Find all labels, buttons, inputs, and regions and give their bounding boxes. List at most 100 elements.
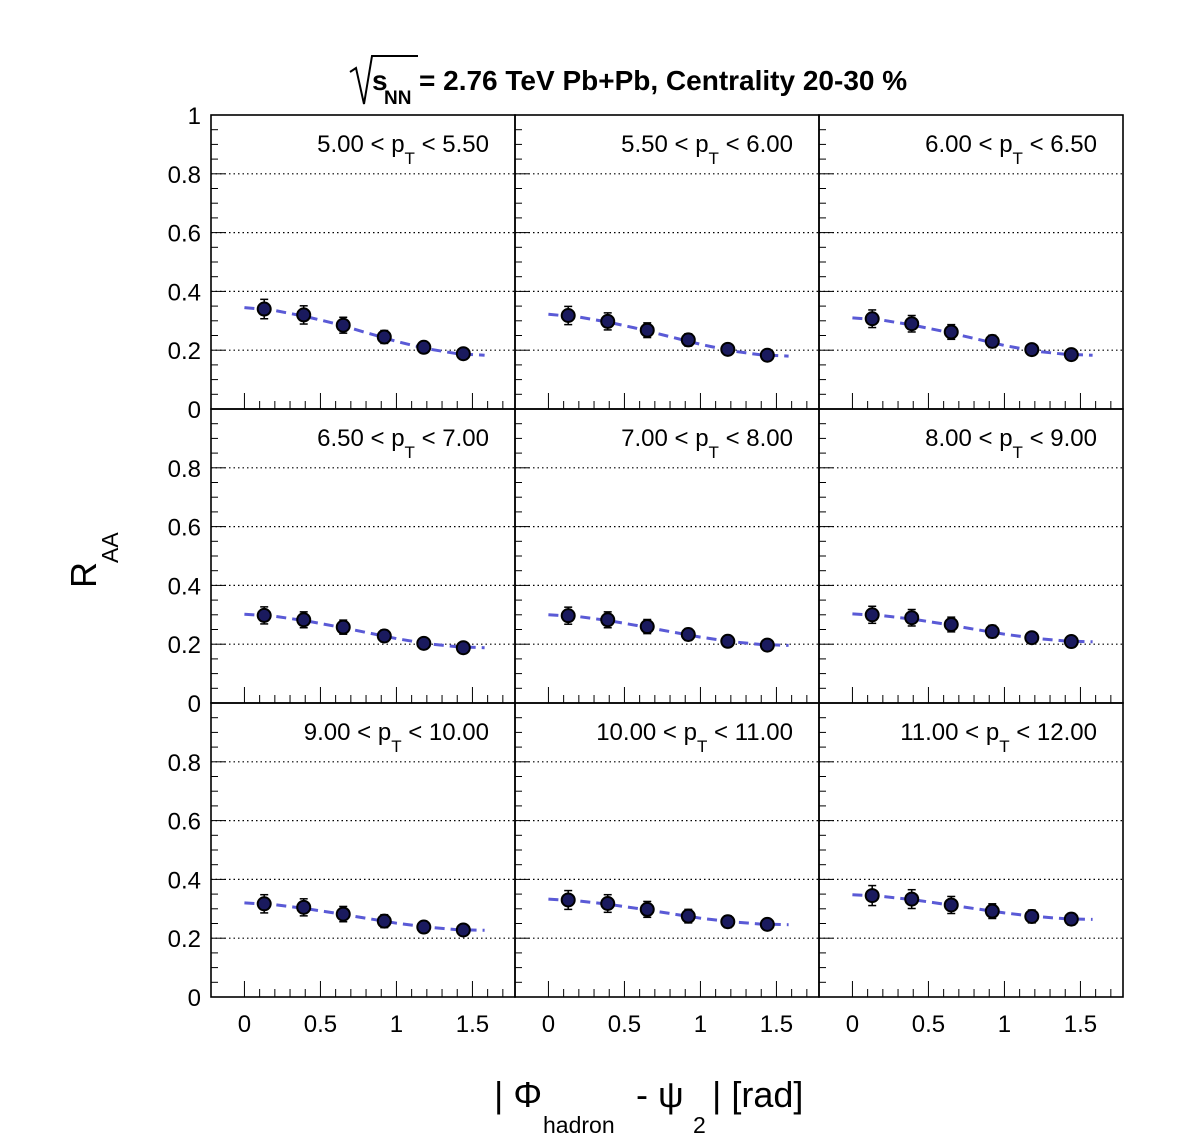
panel-frame xyxy=(818,114,1124,410)
pt-range-label-start: 6.50 < p xyxy=(317,425,404,452)
data-point xyxy=(720,633,736,649)
data-point xyxy=(416,339,432,355)
x-axis-title-sub2: 2 xyxy=(693,1112,706,1138)
data-point xyxy=(256,607,272,623)
pt-range-label-end: < 7.00 xyxy=(415,425,489,452)
chart-title: s NN = 2.76 TeV Pb+Pb, Centrality 20-30 … xyxy=(349,55,907,109)
data-point xyxy=(943,897,959,913)
pt-range-label-end: < 8.00 xyxy=(719,425,793,452)
data-point xyxy=(600,896,616,912)
data-point xyxy=(600,612,616,628)
data-point xyxy=(680,626,696,642)
data-point xyxy=(335,619,351,635)
panel-9: 11.00 < pT < 12.00 xyxy=(818,702,1124,998)
data-point xyxy=(416,635,432,651)
y-tick-label: 0.4 xyxy=(168,279,201,306)
y-tick-label: 0.6 xyxy=(168,809,201,836)
sqrt-symbol xyxy=(349,55,418,105)
title-prefix: s xyxy=(372,65,388,96)
data-point xyxy=(335,906,351,922)
data-point xyxy=(904,316,920,332)
x-tick-label: 0.5 xyxy=(304,1011,337,1038)
x-tick-label: 1.5 xyxy=(1064,1011,1097,1038)
data-point xyxy=(984,624,1000,640)
data-point xyxy=(864,311,880,327)
pt-range-label: 5.50 < pT < 6.00 xyxy=(621,131,793,168)
panel-4: 6.50 < pT < 7.00 xyxy=(210,408,516,704)
x-axis-title-part1: | Φ xyxy=(494,1074,542,1115)
pt-range-label-sub: T xyxy=(405,149,415,168)
data-point xyxy=(943,617,959,633)
pt-range-label-sub: T xyxy=(391,737,401,756)
data-point xyxy=(984,333,1000,349)
panel-3: 6.00 < pT < 6.50 xyxy=(818,114,1124,410)
data-point xyxy=(864,607,880,623)
fit-curve xyxy=(852,316,1093,357)
x-tick-label: 1 xyxy=(998,1011,1011,1038)
x-tick-label: 0 xyxy=(238,1011,251,1038)
y-tick-label: 0.2 xyxy=(168,632,201,659)
data-point xyxy=(904,891,920,907)
pt-range-label-end: < 6.50 xyxy=(1023,131,1097,158)
data-point xyxy=(1024,630,1040,646)
data-point xyxy=(680,908,696,924)
pt-range-label: 6.00 < pT < 6.50 xyxy=(925,131,1097,168)
pt-range-label-sub: T xyxy=(709,443,719,462)
x-tick-label: 1.5 xyxy=(456,1011,489,1038)
data-point xyxy=(864,888,880,904)
data-point xyxy=(639,901,655,917)
pt-range-label-end: < 6.00 xyxy=(719,131,793,158)
data-point xyxy=(639,322,655,338)
title-subscript: NN xyxy=(384,88,411,109)
data-point xyxy=(256,896,272,912)
panel-grid: 5.00 < pT < 5.50 5.50 < pT < 6.00 6.00 < p… xyxy=(210,114,1124,998)
y-tick-label: 0 xyxy=(188,691,201,718)
pt-range-label-sub: T xyxy=(405,443,415,462)
panel-frame xyxy=(210,408,516,704)
data-point xyxy=(1063,634,1079,650)
panel-frame xyxy=(210,114,516,410)
pt-range-label-end: < 11.00 xyxy=(707,719,793,746)
y-axis-title: R AA xyxy=(63,532,123,588)
data-point xyxy=(560,892,576,908)
y-tick-label: 0 xyxy=(188,985,201,1012)
pt-range-label-end: < 5.50 xyxy=(415,131,489,158)
y-tick-label: 0.2 xyxy=(168,338,201,365)
panel-frame xyxy=(514,408,820,704)
x-tick-label: 0.5 xyxy=(912,1011,945,1038)
y-tick-label: 0 xyxy=(188,397,201,424)
panel-7: 9.00 < pT < 10.00 xyxy=(210,702,516,998)
data-point xyxy=(904,610,920,626)
y-tick-label: 0.6 xyxy=(168,515,201,542)
data-point xyxy=(296,307,312,323)
panel-2: 5.50 < pT < 6.00 xyxy=(514,114,820,410)
pt-range-label-start: 10.00 < p xyxy=(596,719,697,746)
pt-range-label: 5.00 < pT < 5.50 xyxy=(317,131,489,168)
x-tick-label: 0.5 xyxy=(608,1011,641,1038)
pt-range-label-end: < 10.00 xyxy=(402,719,489,746)
pt-range-label-sub: T xyxy=(697,737,707,756)
pt-range-label: 7.00 < pT < 8.00 xyxy=(621,425,793,462)
data-point xyxy=(296,612,312,628)
pt-range-label-end: < 9.00 xyxy=(1023,425,1097,452)
panel-6: 8.00 < pT < 9.00 xyxy=(818,408,1124,704)
data-point xyxy=(416,919,432,935)
fit-curve xyxy=(548,897,789,927)
pt-range-label: 11.00 < pT < 12.00 xyxy=(900,719,1097,756)
data-point xyxy=(1063,347,1079,363)
y-tick-label: 0.8 xyxy=(168,162,201,189)
panel-frame xyxy=(514,114,820,410)
data-point xyxy=(455,346,471,362)
data-point xyxy=(376,329,392,345)
y-tick-label: 0.8 xyxy=(168,750,201,777)
pt-range-label-start: 5.50 < p xyxy=(621,131,708,158)
fit-curve xyxy=(244,306,485,357)
pt-range-label-sub: T xyxy=(1013,443,1023,462)
data-point xyxy=(256,301,272,317)
panel-frame xyxy=(514,702,820,998)
y-tick-labels: 0 0.2 0.4 0.6 0.8 1 0 0.2 0.4 0.6 0.8 0 0.2 0.4 0.6 0.8 xyxy=(168,103,201,1012)
data-point xyxy=(600,313,616,329)
data-point xyxy=(759,637,775,653)
data-point xyxy=(455,640,471,656)
y-axis-title-main: R xyxy=(63,562,104,588)
